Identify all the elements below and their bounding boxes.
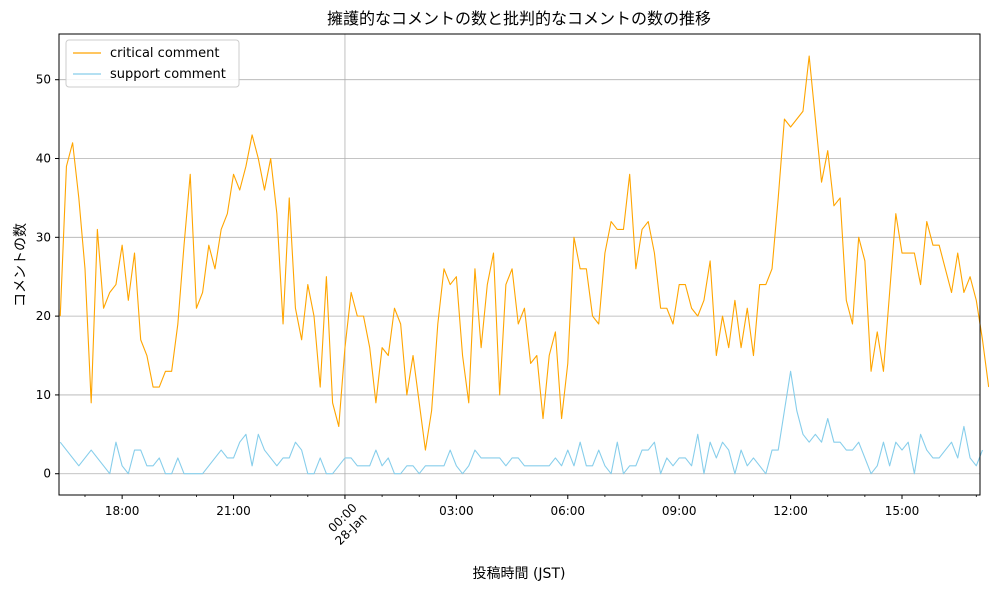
legend-label-critical: critical comment bbox=[110, 46, 219, 61]
series-layer bbox=[59, 55, 989, 475]
series-line-critical bbox=[59, 55, 989, 451]
legend-box bbox=[65, 39, 240, 88]
y-axis-ticks: 0 10 20 30 40 50 bbox=[36, 73, 59, 481]
legend-label-support: support comment bbox=[110, 67, 226, 82]
y-tick-label: 0 bbox=[43, 467, 51, 481]
y-tick-label: 50 bbox=[36, 73, 51, 87]
plot-frame bbox=[58, 33, 981, 496]
x-axis-title: 投稿時間 (JST) bbox=[473, 566, 566, 582]
x-tick-label: 15:00 bbox=[885, 504, 920, 518]
y-tick-label: 10 bbox=[36, 388, 51, 402]
x-tick-label: 12:00 bbox=[773, 504, 808, 518]
x-tick-label: 21:00 bbox=[216, 504, 251, 518]
y-axis-title: コメントの数 bbox=[13, 223, 29, 307]
y-tick-label: 30 bbox=[36, 230, 51, 244]
series-line-support bbox=[59, 370, 983, 475]
chart-title: 擁護的なコメントの数と批判的なコメントの数の推移 bbox=[327, 9, 711, 28]
x-tick-label: 09:00 bbox=[662, 504, 697, 518]
x-tick-label: 03:00 bbox=[439, 504, 474, 518]
x-tick-label: 06:00 bbox=[550, 504, 585, 518]
x-tick-label: 18:00 bbox=[105, 504, 140, 518]
y-tick-label: 20 bbox=[36, 309, 51, 323]
legend: critical comment support comment bbox=[65, 39, 240, 88]
y-tick-label: 40 bbox=[36, 152, 51, 166]
